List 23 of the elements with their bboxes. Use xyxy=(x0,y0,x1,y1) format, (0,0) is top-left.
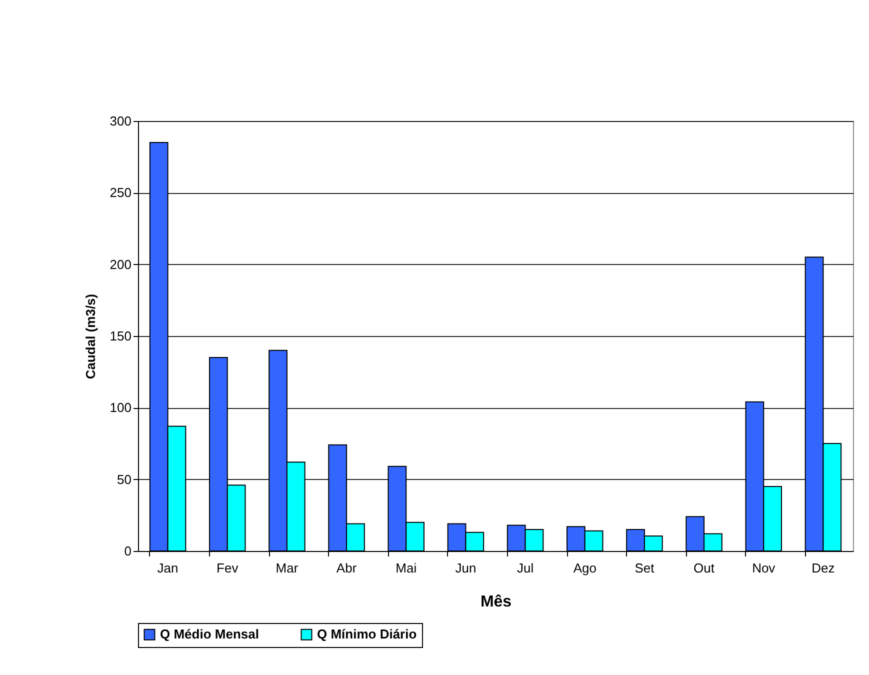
legend-label: Q Médio Mensal xyxy=(160,626,259,642)
y-tick-label: 150 xyxy=(110,328,132,344)
x-tick-label: Jan xyxy=(157,560,178,576)
x-tick-label: Mar xyxy=(276,560,299,576)
x-tick-label: Ago xyxy=(573,560,596,576)
y-tick-label: 300 xyxy=(110,114,132,128)
x-tick-label: Jul xyxy=(516,560,534,576)
y-tick-label: 200 xyxy=(110,256,132,272)
x-tick-label: Set xyxy=(634,560,655,576)
y-axis-title: Caudal (m3/s) xyxy=(82,294,98,380)
x-tick-label: Dez xyxy=(812,560,835,576)
x-axis-title: Mês xyxy=(480,594,512,610)
y-tick-label: 250 xyxy=(110,185,132,200)
x-tick-label: Mai xyxy=(396,560,417,576)
y-tick-label: 0 xyxy=(124,544,132,558)
x-tick-label: Jun xyxy=(455,560,476,576)
x-tick-label: Fev xyxy=(216,560,239,576)
x-tick-label: Nov xyxy=(752,560,776,576)
x-tick-label: Abr xyxy=(336,560,358,576)
x-tick-label: Out xyxy=(694,560,715,576)
legend-label: Q Mínimo Diário xyxy=(317,626,417,642)
y-tick-label: 100 xyxy=(110,400,132,416)
y-tick-label: 50 xyxy=(117,472,132,487)
